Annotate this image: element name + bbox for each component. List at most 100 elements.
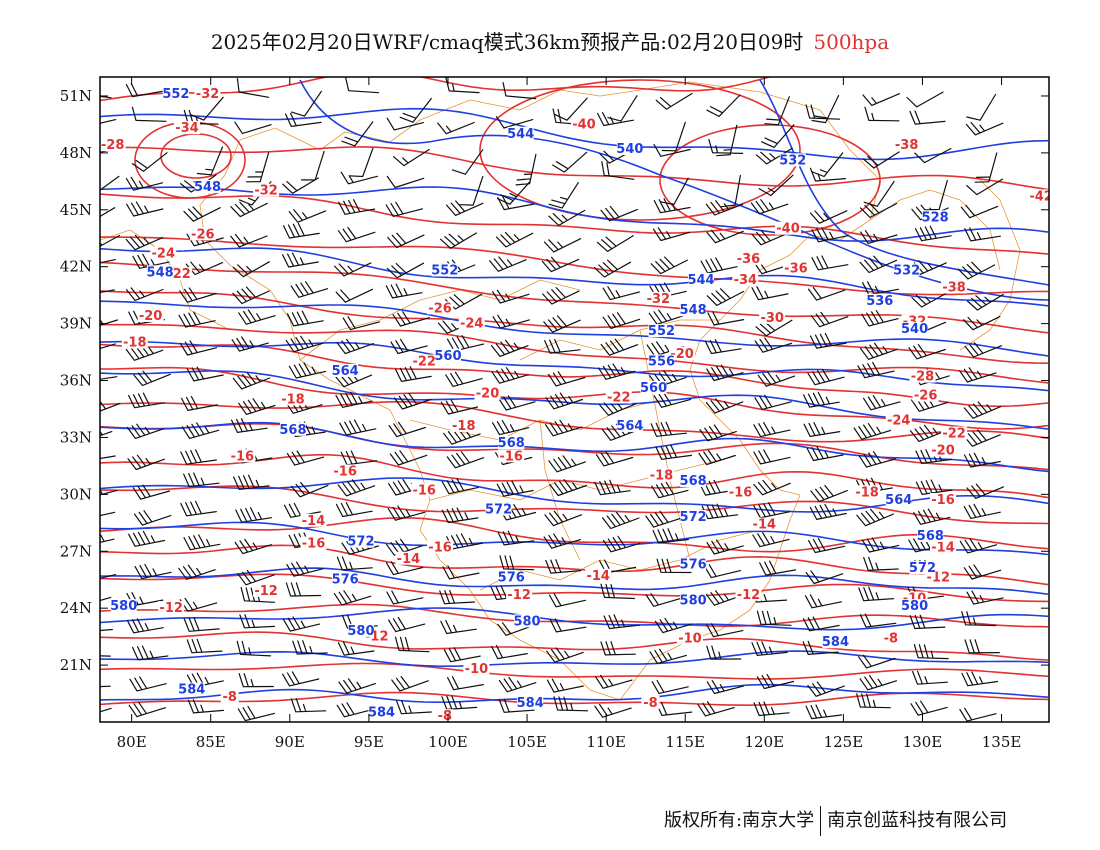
- wind-barb: [292, 640, 328, 655]
- wind-barb: [548, 182, 579, 209]
- temperature-label-bg: [229, 449, 256, 463]
- border-line: [869, 189, 1001, 271]
- temperature-label: -42: [1029, 189, 1053, 204]
- wind-barb: [596, 235, 634, 252]
- wind-barb: [862, 93, 900, 106]
- wind-barb: [335, 391, 373, 408]
- geopotential-label: 544: [687, 273, 714, 288]
- geopotential-label: 568: [680, 474, 707, 489]
- wind-barb: [963, 452, 1001, 468]
- wind-barb: [336, 556, 373, 571]
- geopotential-label: 568: [498, 436, 525, 451]
- temperature-label-bg: [506, 587, 533, 601]
- wind-barb: [752, 532, 790, 548]
- geopotential-label-bg: [885, 492, 912, 506]
- wind-barb: [858, 451, 896, 468]
- wind-barb: [544, 338, 581, 354]
- geopotential-label: 540: [616, 142, 643, 157]
- temperature-label-bg: [885, 413, 912, 427]
- wind-barb: [645, 593, 683, 607]
- wind-barb: [964, 227, 1001, 242]
- wind-barb: [600, 641, 636, 656]
- temperature-label-bg: [732, 272, 759, 286]
- wind-barbs: [100, 77, 1004, 722]
- wind-barb: [100, 628, 113, 632]
- temperature-label: -24: [152, 246, 176, 261]
- geopotential-label: 552: [162, 87, 189, 102]
- geopotential-contour: [100, 300, 1049, 357]
- geopotential-label-bg: [194, 179, 221, 193]
- wind-barb: [393, 392, 432, 410]
- geopotential-label-bg: [431, 263, 458, 277]
- wind-barb: [100, 707, 112, 713]
- copyright-text: 版权所有:南京大学: [664, 810, 815, 831]
- wind-barb: [100, 400, 121, 412]
- geopotential-label: 572: [347, 535, 374, 550]
- temperature-contour: [100, 77, 773, 102]
- wind-barb: [545, 559, 582, 574]
- temperature-label: -16: [333, 464, 357, 479]
- wind-barb: [651, 481, 689, 499]
- wind-barb: [651, 679, 689, 694]
- wind-barb: [859, 342, 898, 360]
- temperature-label: -14: [753, 518, 777, 533]
- wind-barb: [180, 449, 217, 465]
- wind-barb: [753, 502, 791, 519]
- temperature-label: -14: [586, 569, 610, 584]
- temperature-label-bg: [458, 316, 485, 330]
- wind-barb: [645, 510, 683, 528]
- wind-barb: [911, 396, 949, 412]
- temperature-label: -12: [254, 584, 278, 599]
- wind-barb: [707, 311, 745, 326]
- wind-barb: [601, 423, 640, 441]
- temperature-label: -34: [175, 121, 199, 136]
- wind-barb: [336, 338, 375, 355]
- title-main: 2025年02月20日WRF/cmaq模式36km预报产品:02月20日09时: [210, 30, 804, 54]
- geopotential-label-bg: [680, 473, 707, 487]
- wind-barb: [337, 226, 376, 243]
- wind-barb: [554, 97, 588, 121]
- wind-barb: [548, 455, 586, 473]
- wind-barb: [497, 530, 535, 546]
- wind-barb: [809, 332, 847, 349]
- wind-barb: [394, 636, 430, 653]
- temperature-labels: -32-34-28-32-26-24-22-20-18-40-38-40-42-…: [100, 86, 1053, 722]
- wind-barb: [345, 77, 380, 94]
- wind-barb: [698, 449, 736, 466]
- geopotential-contour: [100, 567, 1049, 595]
- lon-label: 95E: [354, 733, 384, 751]
- temperature-label: -28: [911, 370, 935, 385]
- geopotential-contour: [100, 683, 1049, 704]
- temperature-label: -12: [159, 601, 183, 616]
- wind-barb: [178, 311, 216, 328]
- geopotential-label-bg: [332, 363, 359, 377]
- temperature-label: -20: [670, 347, 694, 362]
- wind-barb: [439, 232, 477, 249]
- wind-barb: [441, 478, 479, 495]
- geopotential-label: 548: [147, 265, 174, 280]
- wind-barb: [705, 590, 744, 606]
- temperature-label: -8: [222, 690, 236, 705]
- geopotential-label: 532: [779, 153, 806, 168]
- wind-barb: [392, 311, 430, 327]
- lon-label: 120E: [745, 733, 785, 751]
- wind-barb: [196, 146, 224, 176]
- wind-barb: [706, 364, 744, 382]
- wind-barb: [756, 610, 792, 626]
- wind-barb: [761, 124, 795, 148]
- wind-barb: [340, 450, 378, 466]
- temperature-label: -18: [281, 392, 305, 407]
- geopotential-contour: [100, 521, 1049, 556]
- lat-label: 42N: [60, 258, 92, 276]
- temperature-label-bg: [121, 335, 148, 349]
- plot-frame: [99, 76, 1050, 723]
- wind-barb: [183, 617, 220, 632]
- wind-barb: [548, 209, 586, 226]
- wind-barb: [965, 121, 1004, 136]
- temperature-label-bg: [854, 485, 881, 499]
- wind-barb: [239, 614, 276, 629]
- temperature-label: -24: [887, 413, 911, 428]
- geopotential-label-bg: [922, 210, 949, 224]
- geopotential-label-bg: [498, 436, 525, 450]
- wind-barb: [335, 502, 373, 518]
